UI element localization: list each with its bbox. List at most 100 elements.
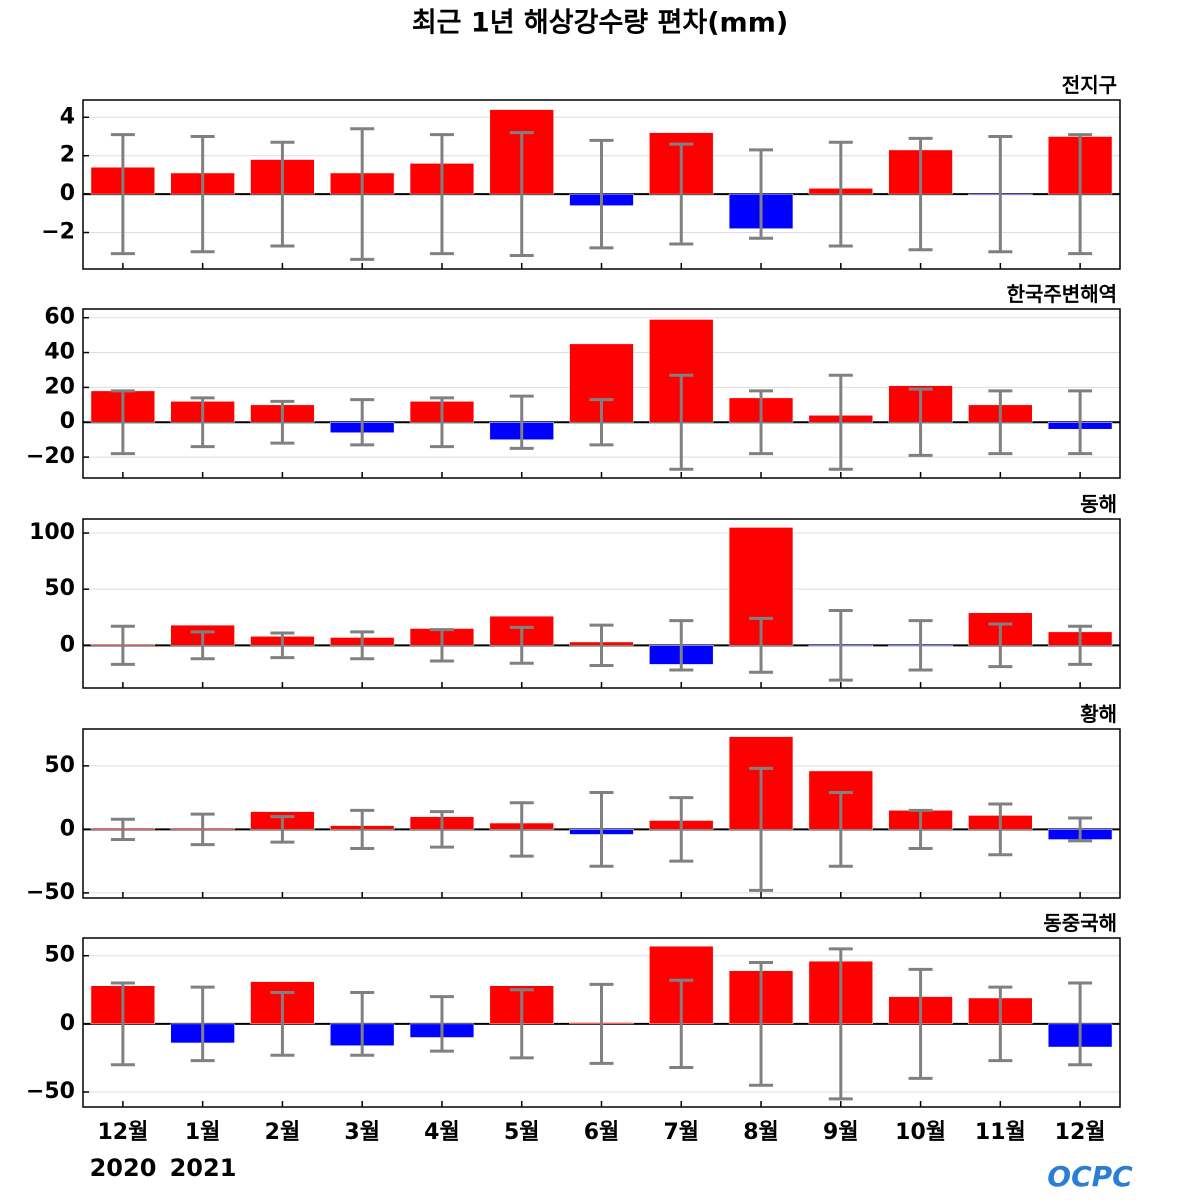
error-bar bbox=[350, 127, 375, 261]
x-tick-label: 12월 bbox=[1055, 1120, 1106, 1145]
error-bar bbox=[350, 398, 375, 447]
error-bar bbox=[110, 133, 135, 256]
y-tick-label: 0 bbox=[60, 816, 75, 841]
error-bar bbox=[110, 624, 135, 666]
y-tick-label: 50 bbox=[44, 943, 75, 968]
year-label: 2021 bbox=[170, 1154, 237, 1182]
error-bar bbox=[589, 791, 614, 868]
error-bar bbox=[908, 136, 933, 252]
error-bar bbox=[350, 808, 375, 850]
error-bar bbox=[669, 142, 694, 246]
plot-frame bbox=[82, 99, 1121, 270]
x-tick-label: 8월 bbox=[743, 1120, 779, 1145]
x-tick-label: 2월 bbox=[265, 1120, 301, 1145]
y-tick-label: 4 bbox=[60, 104, 75, 129]
error-bar bbox=[1068, 389, 1093, 456]
x-tick-label: 10월 bbox=[895, 1120, 946, 1145]
error-bar bbox=[190, 396, 215, 449]
error-bar bbox=[589, 623, 614, 668]
error-bar bbox=[1068, 624, 1093, 666]
plot-frame bbox=[82, 728, 1121, 899]
error-bar bbox=[988, 134, 1013, 254]
y-tick-label: 60 bbox=[44, 305, 75, 330]
y-tick-label: −2 bbox=[41, 220, 75, 245]
error-bar bbox=[669, 373, 694, 471]
error-bar bbox=[669, 619, 694, 672]
y-tick-label: −50 bbox=[26, 1079, 75, 1104]
plot-frame bbox=[82, 937, 1121, 1108]
error-bar bbox=[988, 802, 1013, 857]
error-bar bbox=[270, 399, 295, 445]
x-tick-label: 7월 bbox=[663, 1120, 699, 1145]
x-tick-label: 1월 bbox=[185, 1120, 221, 1145]
y-tick-label: −20 bbox=[26, 444, 75, 469]
error-bar bbox=[988, 389, 1013, 456]
x-tick-label: 4월 bbox=[424, 1120, 460, 1145]
error-bar bbox=[509, 131, 534, 258]
y-tick-label: 20 bbox=[44, 374, 75, 399]
error-bar bbox=[270, 815, 295, 844]
logo: OCPC bbox=[1047, 1160, 1133, 1193]
y-tick-label: 40 bbox=[44, 340, 75, 365]
y-tick-label: −50 bbox=[26, 880, 75, 905]
y-tick-label: 50 bbox=[44, 576, 75, 601]
error-bar bbox=[749, 766, 774, 892]
error-bar bbox=[190, 812, 215, 847]
error-bar bbox=[749, 616, 774, 674]
panel-title: 동중국해 bbox=[1043, 911, 1117, 935]
error-bar bbox=[1068, 981, 1093, 1067]
error-bar bbox=[669, 796, 694, 863]
y-tick-label: 0 bbox=[60, 409, 75, 434]
error-bar bbox=[908, 967, 933, 1080]
panel-title: 전지구 bbox=[1062, 73, 1117, 97]
error-bar bbox=[828, 609, 853, 682]
error-bar bbox=[190, 630, 215, 661]
error-bar bbox=[828, 373, 853, 471]
error-bar bbox=[110, 389, 135, 456]
panel-title: 한국주변해역 bbox=[1007, 282, 1117, 306]
error-bar bbox=[749, 148, 774, 240]
error-bar bbox=[749, 961, 774, 1087]
error-bar bbox=[828, 791, 853, 868]
x-tick-label: 6월 bbox=[584, 1120, 620, 1145]
error-bar bbox=[828, 947, 853, 1101]
x-tick-label: 3월 bbox=[344, 1120, 380, 1145]
y-tick-label: 0 bbox=[60, 1011, 75, 1036]
error-bar bbox=[350, 630, 375, 661]
y-tick-label: 0 bbox=[60, 181, 75, 206]
error-bar bbox=[1068, 133, 1093, 256]
error-bar bbox=[350, 991, 375, 1057]
error-bar bbox=[509, 801, 534, 858]
error-bar bbox=[908, 619, 933, 672]
x-tick-label: 9월 bbox=[823, 1120, 859, 1145]
error-bar bbox=[190, 134, 215, 254]
error-bar bbox=[429, 995, 454, 1053]
error-bar bbox=[110, 817, 135, 842]
y-tick-label: 0 bbox=[60, 632, 75, 657]
error-bar bbox=[110, 981, 135, 1067]
error-bar bbox=[988, 985, 1013, 1063]
error-bar bbox=[589, 138, 614, 250]
error-bar bbox=[270, 631, 295, 660]
error-bar bbox=[429, 628, 454, 663]
error-bar bbox=[1068, 816, 1093, 843]
error-bar bbox=[908, 387, 933, 457]
error-bar bbox=[749, 389, 774, 456]
panel-title: 황해 bbox=[1080, 702, 1117, 726]
error-bar bbox=[908, 808, 933, 850]
error-bar bbox=[429, 133, 454, 256]
error-bar bbox=[509, 394, 534, 450]
error-bar bbox=[270, 991, 295, 1057]
x-tick-label: 5월 bbox=[504, 1120, 540, 1145]
error-bar bbox=[190, 985, 215, 1063]
y-tick-label: 100 bbox=[29, 520, 75, 545]
error-bar bbox=[429, 396, 454, 449]
x-tick-label: 11월 bbox=[975, 1120, 1026, 1145]
error-bar bbox=[828, 140, 853, 248]
error-bar bbox=[429, 810, 454, 849]
plot-frame bbox=[82, 518, 1121, 689]
error-bar bbox=[509, 625, 534, 665]
panel-title: 동해 bbox=[1080, 492, 1117, 516]
error-bar bbox=[589, 982, 614, 1065]
